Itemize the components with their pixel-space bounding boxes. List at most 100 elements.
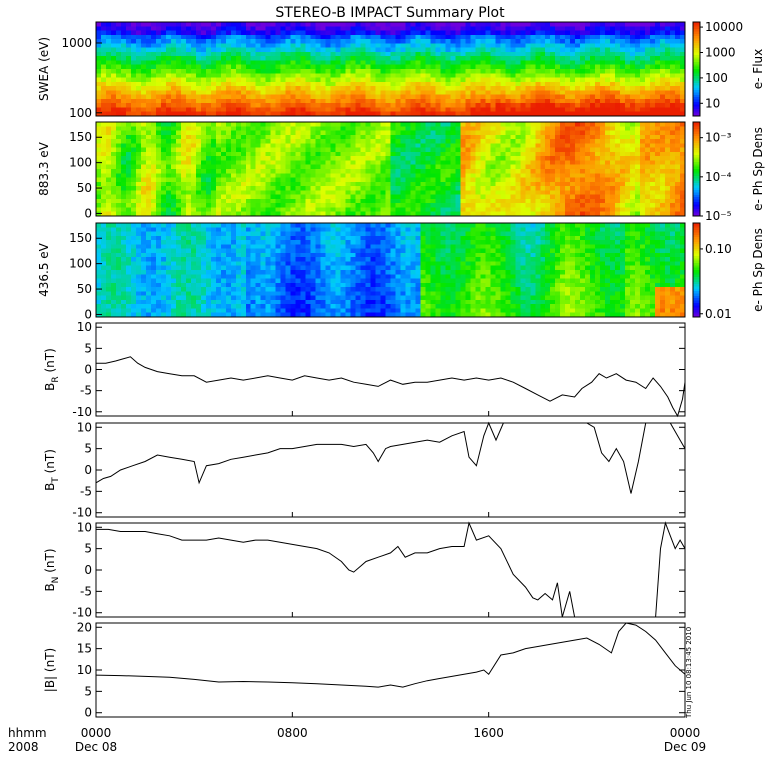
spectrogram-cell [361, 207, 367, 212]
spectrogram-cell [171, 173, 177, 178]
spectrogram-cell [96, 182, 102, 187]
spectrogram-cell [560, 31, 566, 36]
spectrogram-cell [356, 22, 362, 27]
spectrogram-cell [106, 26, 112, 31]
spectrogram-cell [116, 139, 122, 144]
spectrogram-cell [430, 199, 436, 204]
spectrogram-cell [176, 135, 182, 140]
spectrogram-cell [361, 56, 367, 61]
spectrogram-cell [336, 48, 342, 53]
spectrogram-cell [126, 186, 132, 191]
spectrogram-cell [555, 107, 561, 112]
spectrogram-cell [630, 43, 636, 48]
spectrogram-cell [136, 86, 142, 91]
spectrogram-cell [181, 56, 187, 61]
spectrogram-cell [590, 69, 596, 74]
spectrogram-cell [410, 156, 416, 161]
spectrogram-cell [276, 43, 282, 48]
spectrogram-cell [440, 195, 446, 200]
spectrogram-cell [555, 203, 561, 208]
spectrogram-cell [126, 195, 132, 200]
spectrogram-cell [186, 39, 192, 44]
spectrogram-cell [141, 31, 147, 36]
spectrogram-cell [191, 107, 197, 112]
spectrogram-cell [246, 186, 252, 191]
spectrogram-cell [336, 135, 342, 140]
spectrogram-cell [286, 48, 292, 53]
spectrogram-cell [540, 190, 546, 195]
spectrogram-cell [435, 122, 441, 127]
spectrogram-cell [510, 78, 516, 83]
spectrogram-cell [450, 31, 456, 36]
spectrogram-cell [500, 139, 506, 144]
spectrogram-cell [410, 65, 416, 70]
spectrogram-cell [675, 35, 681, 40]
spectrogram-cell [201, 169, 207, 174]
spectrogram-cell [495, 207, 501, 212]
spectrogram-cell [191, 103, 197, 108]
spectrogram-cell [281, 86, 287, 91]
spectrogram-cell [505, 122, 511, 127]
spectrogram-cell [625, 143, 631, 148]
spectrogram-cell [405, 173, 411, 178]
spectrogram-cell [216, 131, 222, 136]
spectrogram-cell [535, 107, 541, 112]
spectrogram-cell [460, 90, 466, 95]
spectrogram-cell [435, 43, 441, 48]
spectrogram-cell [450, 39, 456, 44]
spectrogram-cell [440, 35, 446, 40]
spectrogram-cell [405, 156, 411, 161]
spectrogram-cell [311, 60, 317, 65]
spectrogram-cell [395, 186, 401, 191]
spectrogram-cell [156, 148, 162, 153]
spectrogram-cell [580, 60, 586, 65]
spectrogram-cell [495, 122, 501, 127]
spectrogram-cell [346, 69, 352, 74]
spectrogram-cell [241, 48, 247, 53]
spectrogram-cell [296, 31, 302, 36]
spectrogram-cell [610, 169, 616, 174]
spectrogram-cell [96, 86, 102, 91]
spectrogram-cell [440, 143, 446, 148]
spectrogram-cell [371, 43, 377, 48]
spectrogram-cell [106, 126, 112, 131]
spectrogram-cell [540, 107, 546, 112]
spectrogram-cell [181, 122, 187, 127]
spectrogram-cell [246, 103, 252, 108]
spectrogram-cell [336, 52, 342, 57]
spectrogram-cell [530, 165, 536, 170]
spectrogram-cell [485, 148, 491, 153]
spectrogram-cell [281, 126, 287, 131]
spectrogram-cell [420, 143, 426, 148]
spectrogram-cell [311, 131, 317, 136]
spectrogram-cell [206, 60, 212, 65]
spectrogram-cell [321, 69, 327, 74]
spectrogram-cell [296, 103, 302, 108]
spectrogram-cell [440, 86, 446, 91]
spectrogram-cell [346, 107, 352, 112]
spectrogram-cell [181, 165, 187, 170]
spectrogram-cell [371, 103, 377, 108]
spectrogram-cell [301, 39, 307, 44]
spectrogram-cell [121, 107, 127, 112]
spectrogram-cell [410, 26, 416, 31]
spectrogram-cell [391, 90, 397, 95]
spectrogram-cell [151, 156, 157, 161]
spectrogram-cell [630, 31, 636, 36]
spectrogram-cell [415, 165, 421, 170]
spectrogram-cell [545, 131, 551, 136]
spectrogram-cell [500, 52, 506, 57]
spectrogram-cell [261, 48, 267, 53]
spectrogram-cell [161, 26, 167, 31]
spectrogram-cell [266, 43, 272, 48]
spectrogram-cell [306, 48, 312, 53]
spectrogram-cell [610, 152, 616, 157]
spectrogram-cell [386, 122, 392, 127]
spectrogram-cell [480, 178, 486, 183]
spectrogram-cell [266, 169, 272, 174]
spectrogram-cell [131, 60, 137, 65]
spectrogram-cell [410, 203, 416, 208]
spectrogram-cell [161, 122, 167, 127]
spectrogram-cell [485, 65, 491, 70]
spectrogram-cell [555, 178, 561, 183]
